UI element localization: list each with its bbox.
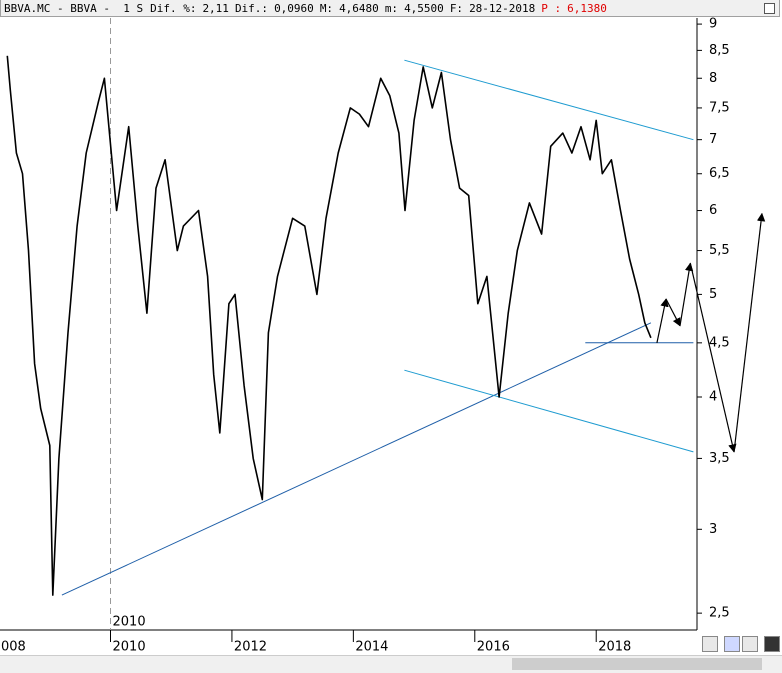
- trend-line: [61, 322, 652, 596]
- header-label: F:: [449, 2, 464, 15]
- header-value: 6,1380: [567, 2, 607, 15]
- ticker: BBVA.MC - BBVA - 1 S: [4, 2, 144, 15]
- header-label: P :: [541, 2, 562, 15]
- y-tick-label: 9: [709, 17, 717, 32]
- projection-arrow: [689, 263, 737, 453]
- y-tick-label: 5,5: [709, 243, 730, 258]
- header-value: 0,0960: [274, 2, 314, 15]
- header-value: 2,11: [202, 2, 229, 15]
- marker-label: 2010: [113, 615, 146, 630]
- projection-arrow: [656, 298, 669, 343]
- x-tick-label: 2014: [355, 640, 388, 655]
- y-tick-label: 6,5: [709, 166, 730, 181]
- header-label: Dif.:: [234, 2, 269, 15]
- y-tick-label: 3,5: [709, 451, 730, 466]
- stop-icon[interactable]: [764, 636, 780, 652]
- projection-arrow: [665, 298, 681, 327]
- x-tick-label: 2010: [113, 640, 146, 655]
- y-tick-label: 8: [709, 71, 717, 86]
- header: BBVA.MC - BBVA - 1 S Dif. %: 2,11 Dif.: 0,0…: [0, 0, 780, 17]
- y-tick-label: 7: [709, 132, 717, 147]
- close-box[interactable]: [764, 3, 775, 14]
- y-tick-label: 7,5: [709, 100, 730, 115]
- header-label: M:: [319, 2, 334, 15]
- y-tick-label: 2,5: [709, 606, 730, 621]
- header-value: 4,5500: [404, 2, 444, 15]
- x-tick-label: 2018: [598, 640, 631, 655]
- header-value: 28-12-2018: [469, 2, 536, 15]
- y-tick-label: 4: [709, 390, 717, 405]
- x-tick-label: 008: [1, 640, 26, 655]
- y-tick-label: 4,5: [709, 335, 730, 350]
- header-label: Dif. %:: [150, 2, 197, 15]
- x-tick-label: 2016: [477, 640, 510, 655]
- projection-arrow: [733, 212, 766, 452]
- y-tick-label: 8,5: [709, 43, 730, 58]
- trend-line: [404, 369, 694, 453]
- chart: 9 8,5 8 7,5 7 6,5 6 5,5 5 4,5 4 3,5 3 2,5 008 2010 2012 2…: [0, 17, 766, 655]
- y-tick-label: 5: [709, 287, 717, 302]
- scrollbar[interactable]: [0, 655, 782, 673]
- pin-icon[interactable]: [742, 636, 758, 652]
- x-tick-label: 2012: [234, 640, 267, 655]
- price-line: [6, 55, 652, 596]
- header-label: m:: [384, 2, 399, 15]
- y-tick-label: 3: [709, 522, 717, 537]
- header-fields: Dif. %: 2,11 Dif.: 0,0960 M: 4,6480 m: 4,5500 F:…: [150, 0, 607, 16]
- save-icon[interactable]: [724, 636, 740, 652]
- trend-line: [404, 59, 694, 141]
- y-tick-label: 6: [709, 203, 717, 218]
- projection-arrow: [679, 262, 694, 326]
- scroll-thumb[interactable]: [512, 658, 762, 670]
- refresh-icon[interactable]: [702, 636, 718, 652]
- header-value: 4,6480: [339, 2, 379, 15]
